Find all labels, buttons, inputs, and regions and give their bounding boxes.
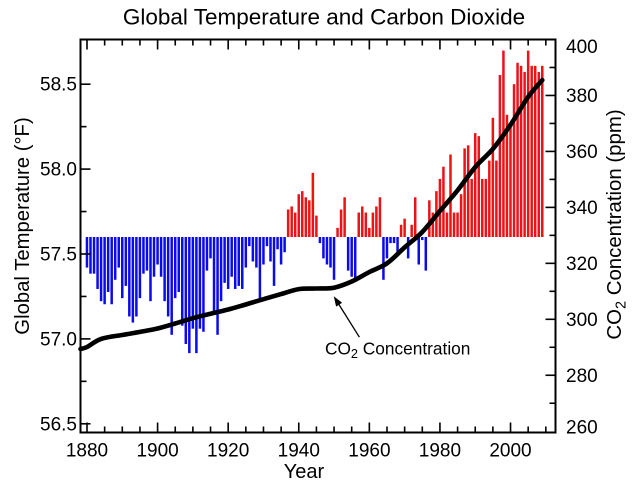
svg-text:CO2 Concentration: CO2 Concentration [325,338,470,361]
svg-text:57.0: 57.0 [40,329,77,350]
svg-text:1920: 1920 [207,441,249,462]
svg-text:320: 320 [566,254,598,275]
svg-text:CO2 Concentration (ppm): CO2 Concentration (ppm) [604,109,630,339]
svg-text:1940: 1940 [278,441,320,462]
svg-text:340: 340 [566,198,598,219]
svg-text:58.5: 58.5 [40,75,77,96]
svg-text:Year: Year [284,461,325,483]
svg-text:1900: 1900 [136,441,178,462]
svg-text:2000: 2000 [489,441,531,462]
svg-text:1980: 1980 [419,441,461,462]
svg-text:380: 380 [566,86,598,107]
svg-text:1960: 1960 [348,441,390,462]
svg-text:58.0: 58.0 [40,160,77,181]
svg-text:260: 260 [566,418,598,439]
svg-text:1880: 1880 [66,441,108,462]
svg-text:56.5: 56.5 [40,414,77,435]
svg-text:Global Temperature and Carbon: Global Temperature and Carbon Dioxide [123,5,525,30]
svg-text:280: 280 [566,366,598,387]
svg-text:300: 300 [566,310,598,331]
svg-text:57.5: 57.5 [40,245,77,266]
svg-text:360: 360 [566,142,598,163]
svg-text:400: 400 [566,37,598,58]
svg-text:Global Temperature (°F): Global Temperature (°F) [12,117,34,334]
